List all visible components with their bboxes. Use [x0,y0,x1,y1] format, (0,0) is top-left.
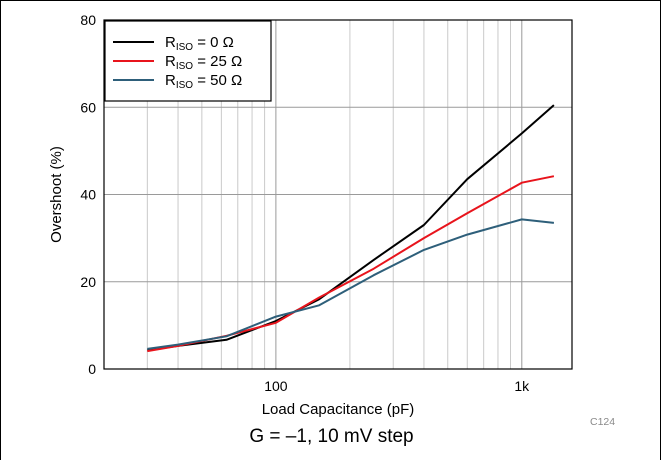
series-line-2 [147,175,555,353]
plot-area-border [103,19,573,370]
figure-caption: G = –1, 10 mV step [249,426,414,447]
y-axis-label: Overshoot (%) [48,146,65,243]
x-tick-label: 1k [514,378,530,394]
y-tick-label: 20 [80,274,96,290]
legend-label-1: RISO = 0 Ω [165,34,234,53]
series-line-1 [147,104,555,352]
legend-box [104,20,272,102]
legend-label-3: RISO = 50 Ω [165,72,242,91]
y-tick-label: 40 [80,187,96,203]
x-axis-label: Load Capacitance (pF) [262,401,415,418]
y-tick-label: 0 [88,361,96,377]
y-tick-label: 80 [80,12,96,28]
y-tick-label: 60 [80,99,96,115]
tick-labels: 0 20 40 60 80 100 1k [80,12,530,394]
legend-label-2: RISO = 25 Ω [165,53,242,72]
series-lines [147,104,555,353]
series-line-3 [147,218,555,350]
x-tick-label: 100 [264,378,288,394]
chart-code: C124 [590,416,615,428]
